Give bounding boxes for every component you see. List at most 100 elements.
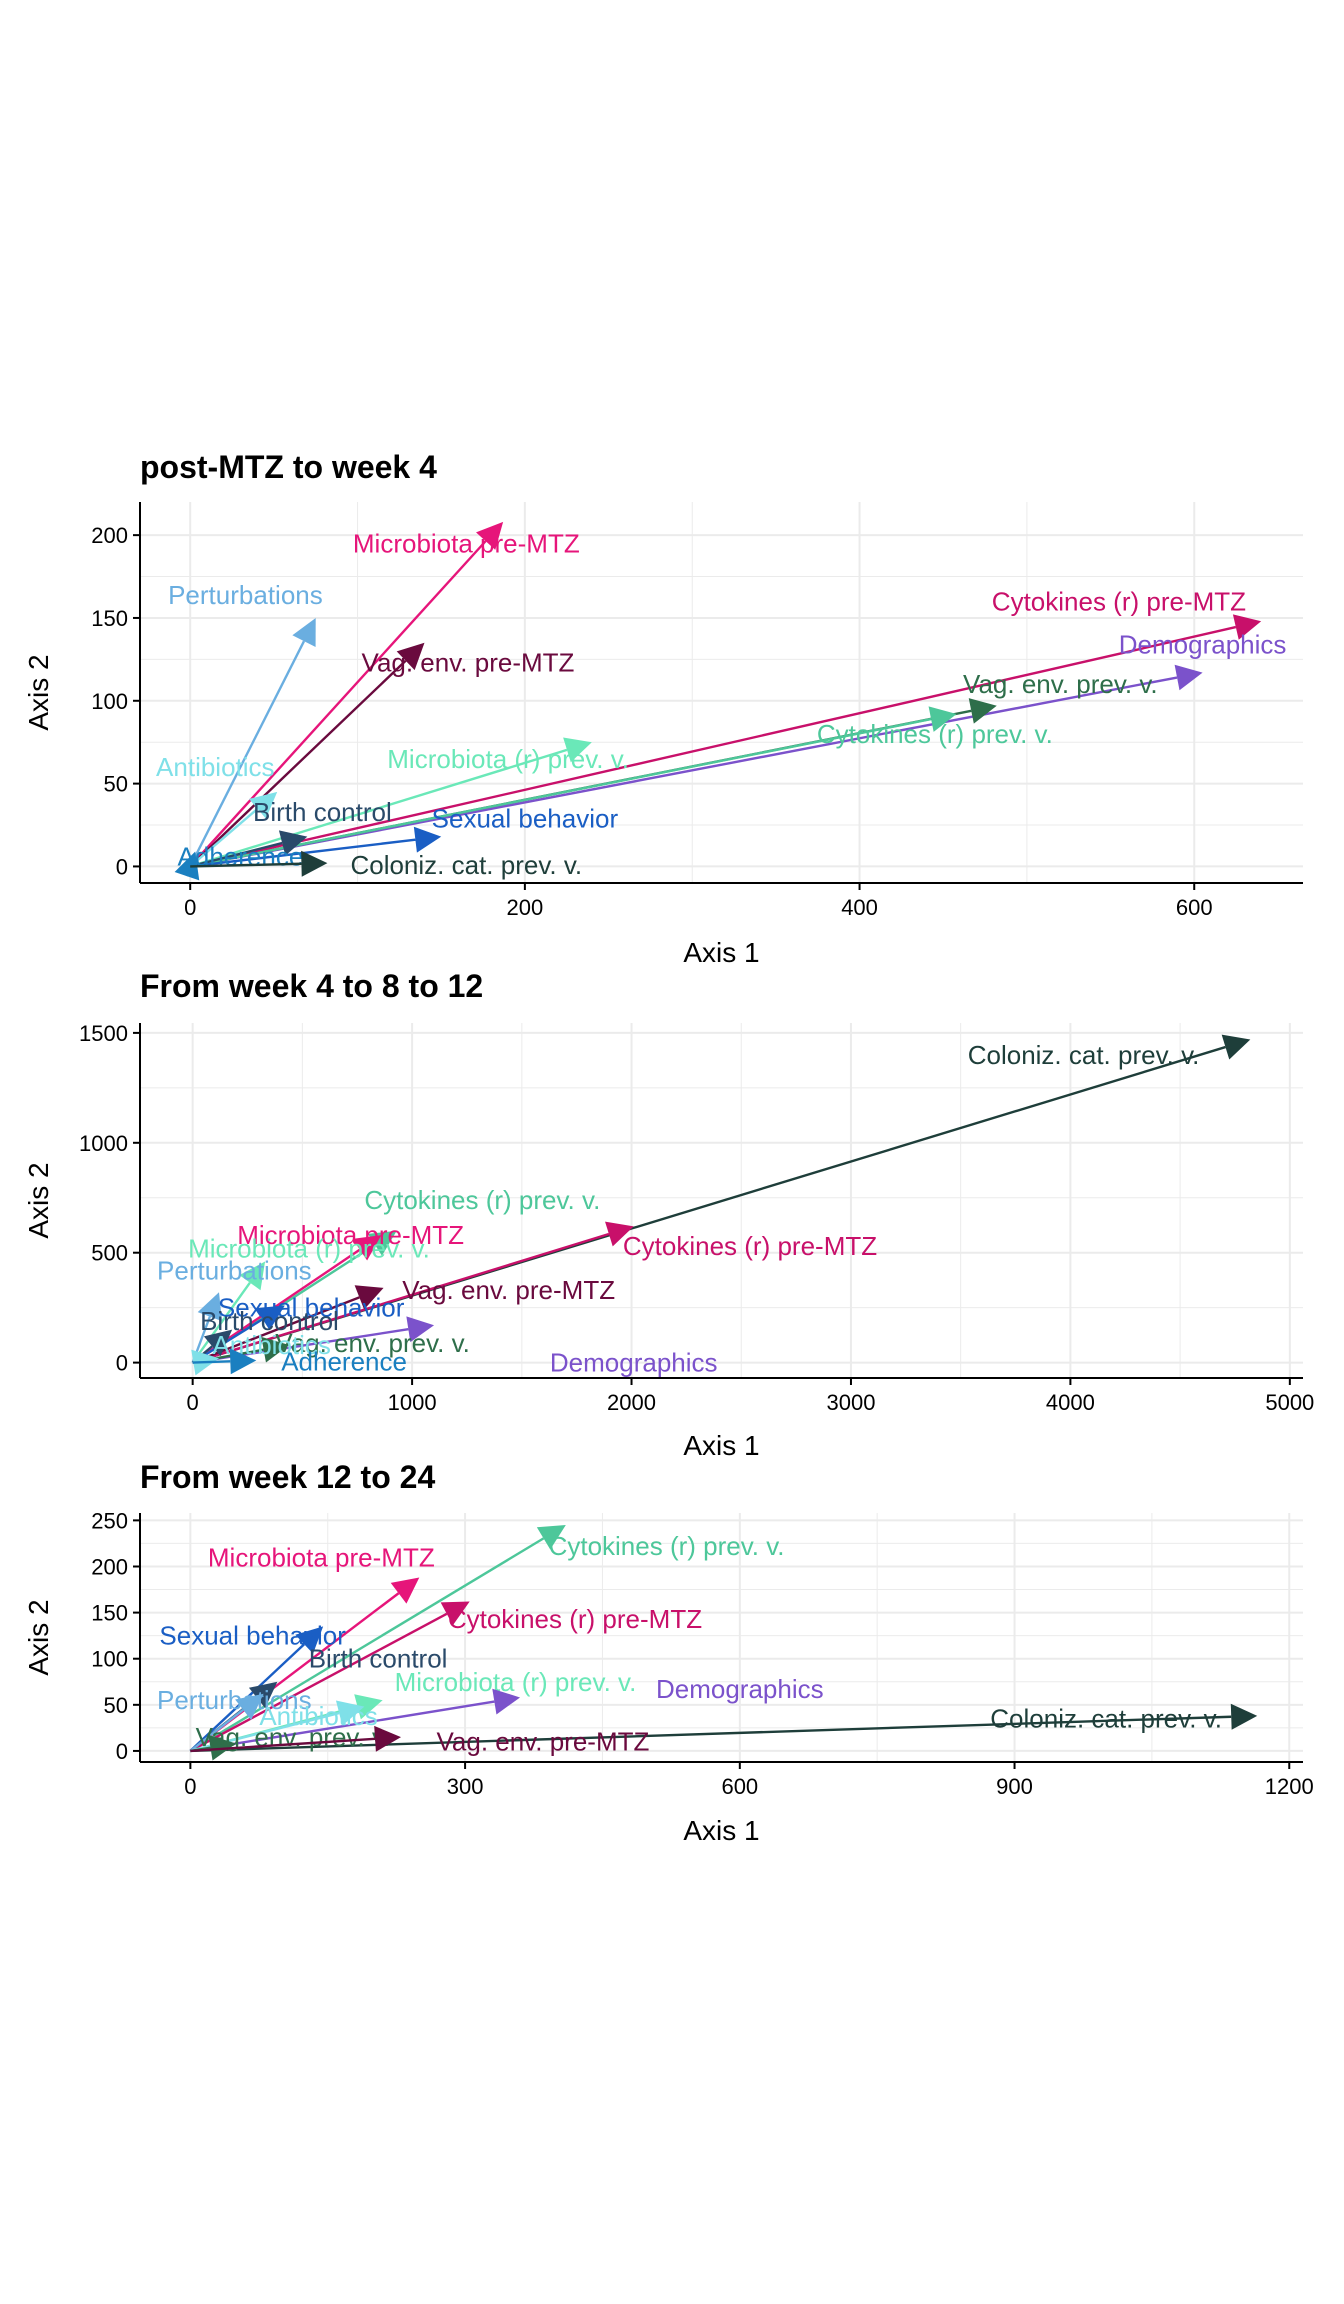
arrow-label: Birth control bbox=[200, 1306, 339, 1336]
arrow-head bbox=[174, 851, 200, 881]
arrow-shaft bbox=[189, 625, 1237, 868]
arrow-head bbox=[239, 1261, 266, 1291]
arrow-label: Cytokines (r) pre-MTZ bbox=[448, 1604, 702, 1634]
x-tick-label: 4000 bbox=[1046, 1390, 1095, 1415]
arrow-label: Vag. env. prev. v. bbox=[275, 1328, 470, 1358]
arrow-label: Birth control bbox=[253, 797, 392, 827]
arrow-microbiota-pre-mtz: Microbiota pre-MTZ bbox=[189, 521, 580, 868]
arrow-shaft bbox=[189, 748, 568, 868]
arrow-label: Sexual behavior bbox=[218, 1293, 405, 1323]
arrow-head bbox=[536, 1524, 566, 1550]
arrow-shaft bbox=[189, 807, 259, 868]
x-tick-label: 3000 bbox=[826, 1390, 875, 1415]
arrow-vag-env-prev-v: Vag. env. prev. v. bbox=[190, 1722, 391, 1761]
arrow-cytokines-r-pre-mtz: Cytokines (r) pre-MTZ bbox=[189, 586, 1262, 868]
arrow-head bbox=[1232, 614, 1262, 640]
arrow-head bbox=[335, 1700, 365, 1726]
panel-1: post-MTZ to week 4 0 200 400 600 0 50 100 150 200… bbox=[23, 449, 1303, 968]
arrow-label: Perturbations bbox=[168, 580, 323, 610]
arrow-head bbox=[255, 1305, 285, 1331]
x-tick-label: 300 bbox=[447, 1774, 484, 1799]
arrow-head bbox=[249, 791, 278, 819]
arrow-shaft bbox=[192, 1360, 231, 1364]
x-tick-label: 0 bbox=[184, 1774, 196, 1799]
arrow-label: Antibiotics bbox=[156, 752, 275, 782]
arrow-label: Microbiota pre-MTZ bbox=[208, 1542, 435, 1572]
arrow-label: Cytokines (r) prev. v. bbox=[364, 1185, 600, 1215]
x-axis-title: Axis 1 bbox=[683, 1430, 759, 1461]
arrow-antibiotics: Antibiotics bbox=[156, 752, 278, 868]
arrow-microbiota-r-prev-v: Microbiota (r) prev. v. bbox=[189, 737, 629, 868]
arrow-microbiota-pre-mtz: Microbiota pre-MTZ bbox=[189, 1542, 435, 1752]
arrow-head bbox=[968, 698, 997, 724]
arrow-label: Microbiota (r) prev. v. bbox=[188, 1233, 430, 1263]
arrow-shaft bbox=[189, 1708, 244, 1752]
arrow-shaft bbox=[189, 1612, 448, 1752]
arrow-label: Microbiota pre-MTZ bbox=[353, 528, 580, 558]
arrow-head bbox=[352, 1235, 382, 1261]
arrow-label: Vag. env. prev. v. bbox=[196, 1722, 391, 1752]
arrow-head bbox=[928, 706, 957, 732]
arrow-perturbations: Perturbations bbox=[157, 1255, 312, 1364]
y-tick-label: 150 bbox=[91, 606, 128, 631]
arrow-birth-control: Birth control bbox=[189, 797, 392, 868]
arrow-vag-env-pre-mtz: Vag. env. pre-MTZ bbox=[189, 642, 575, 868]
arrow-head bbox=[476, 521, 504, 550]
y-tick-label: 100 bbox=[91, 1647, 128, 1672]
x-axis-title: Axis 1 bbox=[683, 1815, 759, 1846]
x-tick-label: 200 bbox=[507, 895, 544, 920]
y-tick-label: 0 bbox=[116, 1351, 128, 1376]
arrow-shaft bbox=[190, 1700, 495, 1753]
x-tick-label: 600 bbox=[721, 1774, 758, 1799]
arrow-shaft bbox=[190, 1737, 376, 1753]
arrow-head bbox=[261, 1336, 290, 1363]
arrow-vag-env-pre-mtz: Vag. env. pre-MTZ bbox=[190, 1725, 649, 1757]
arrow-shaft bbox=[191, 1281, 251, 1364]
y-tick-label: 500 bbox=[91, 1241, 128, 1266]
panel-3: From week 12 to 24 0 300 600 900 1200 0 50 100 15… bbox=[23, 1459, 1314, 1846]
arrow-head bbox=[374, 1725, 401, 1752]
arrow-vag-env-pre-mtz: Vag. env. pre-MTZ bbox=[192, 1275, 615, 1364]
arrow-head bbox=[354, 1694, 383, 1720]
y-axis-title: Axis 2 bbox=[23, 1162, 54, 1238]
y-tick-label: 150 bbox=[91, 1601, 128, 1626]
arrow-label: Sexual behavior bbox=[432, 803, 619, 833]
arrow-label: Vag. env. pre-MTZ bbox=[362, 648, 575, 678]
arrow-shaft bbox=[189, 717, 932, 868]
arrow-microbiota-r-prev-v: Microbiota (r) prev. v. bbox=[190, 1667, 636, 1753]
arrow-head bbox=[1174, 664, 1203, 691]
y-tick-label: 0 bbox=[116, 854, 128, 879]
arrow-head bbox=[492, 1688, 521, 1715]
x-tick-label: 1000 bbox=[388, 1390, 437, 1415]
arrow-head bbox=[292, 617, 316, 648]
arrow-label: Sexual behavior bbox=[159, 1621, 346, 1651]
arrow-label: Vag. env. prev. v. bbox=[963, 669, 1158, 699]
y-tick-label: 1500 bbox=[79, 1021, 128, 1046]
arrow-adherence: Adherence bbox=[174, 841, 303, 881]
arrow-label: Cytokines (r) prev. v. bbox=[817, 719, 1053, 749]
arrow-coloniz-cat-prev-v: Coloniz. cat. prev. v. bbox=[190, 1704, 1258, 1753]
arrow-label: Antibiotics bbox=[259, 1701, 378, 1731]
x-tick-label: 5000 bbox=[1265, 1390, 1314, 1415]
x-tick-label: 400 bbox=[841, 895, 878, 920]
arrow-label: Vag. env. pre-MTZ bbox=[402, 1275, 615, 1305]
arrow-label: Birth control bbox=[309, 1644, 448, 1674]
arrow-microbiota-pre-mtz: Microbiota pre-MTZ bbox=[191, 1220, 464, 1364]
arrow-shaft bbox=[189, 640, 306, 867]
arrow-head bbox=[203, 1329, 233, 1357]
arrow-head bbox=[413, 826, 442, 853]
arrow-label: Demographics bbox=[550, 1348, 718, 1378]
arrow-head bbox=[235, 1693, 264, 1721]
arrow-head bbox=[563, 737, 592, 763]
arrow-cytokines-r-prev-v: Cytokines (r) prev. v. bbox=[189, 1524, 785, 1752]
arrow-perturbations: Perturbations bbox=[168, 580, 323, 867]
arrow-label: Coloniz. cat. prev. v. bbox=[990, 1704, 1222, 1734]
y-axis-title: Axis 2 bbox=[23, 654, 54, 730]
arrow-sexual-behavior: Sexual behavior bbox=[190, 803, 619, 868]
arrow-shaft bbox=[189, 841, 283, 868]
y-tick-label: 0 bbox=[116, 1739, 128, 1764]
arrow-label: Perturbations bbox=[157, 1685, 312, 1715]
arrow-shaft bbox=[190, 862, 302, 868]
arrow-head bbox=[390, 1577, 420, 1604]
arrow-label: Cytokines (r) pre-MTZ bbox=[992, 586, 1246, 616]
